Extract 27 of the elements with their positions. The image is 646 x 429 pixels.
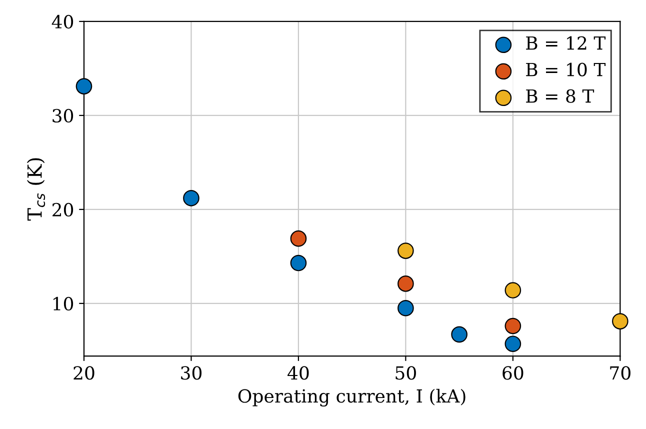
x-tick-label: 40 xyxy=(288,366,309,380)
y-tick-label: 20 xyxy=(52,202,74,217)
x-tick-label: 30 xyxy=(181,366,202,380)
x-tick-label: 50 xyxy=(396,366,416,380)
y-tick-label: 30 xyxy=(52,108,74,123)
point xyxy=(398,242,414,259)
point xyxy=(504,282,522,298)
point xyxy=(76,78,92,94)
point xyxy=(504,336,522,352)
y-tick-label: 40 xyxy=(52,14,74,29)
point xyxy=(504,318,522,334)
x-tick-label: 70 xyxy=(610,366,630,380)
x-tick-label: 60 xyxy=(502,366,524,380)
point xyxy=(451,326,468,343)
point xyxy=(612,313,628,330)
point xyxy=(183,190,200,206)
y-axis-title: T$_{cs}$ (K) xyxy=(26,158,46,221)
point xyxy=(398,276,414,292)
x-axis-title: Operating current, I (kA) xyxy=(238,388,466,407)
y-tick-label: 10 xyxy=(53,296,74,311)
legend-label: B = 8 T xyxy=(526,89,594,103)
legend-label: B = 10 T xyxy=(526,62,606,76)
legend-label: B = 12 T xyxy=(526,36,606,50)
point xyxy=(290,254,307,272)
point xyxy=(290,230,307,247)
x-tick-label: 20 xyxy=(74,366,94,380)
point xyxy=(398,300,414,316)
